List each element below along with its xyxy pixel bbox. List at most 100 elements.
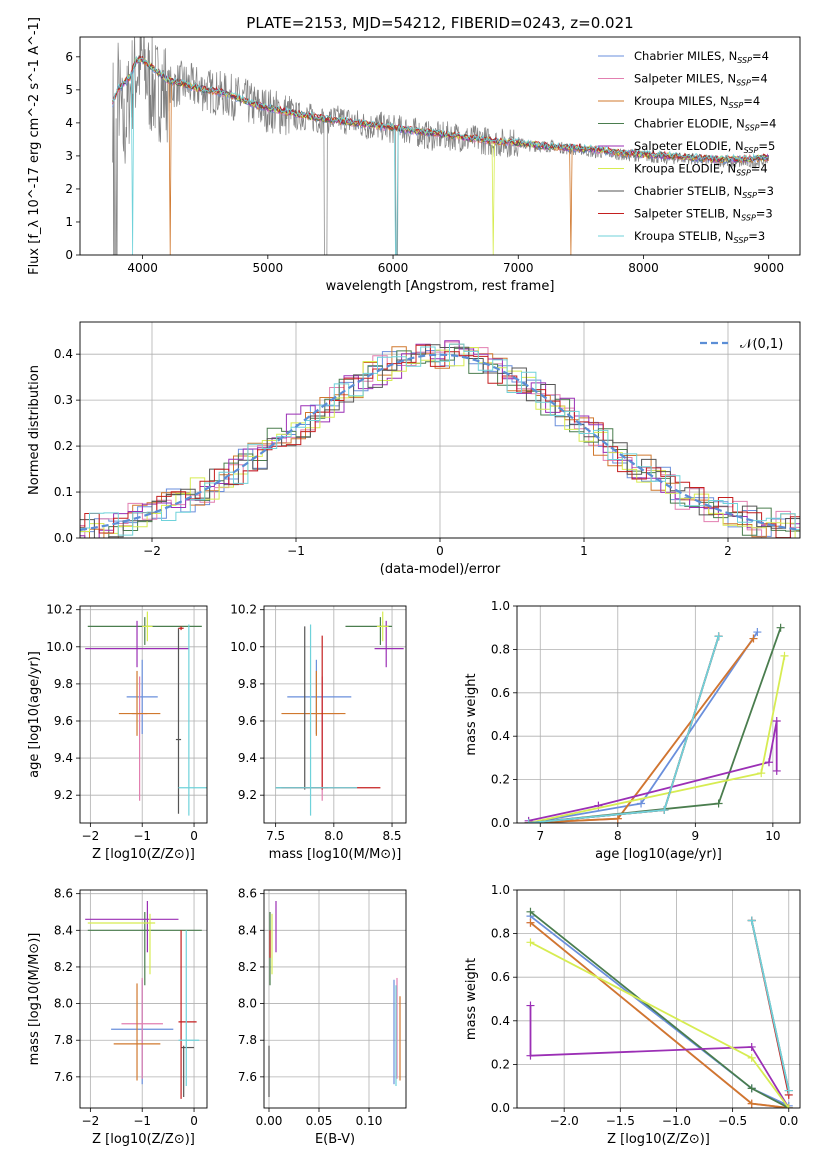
mass-weight-point: [637, 799, 646, 808]
y-tick-label: 4: [65, 116, 73, 130]
x-tick-label: 9000: [753, 261, 784, 275]
y-tick-label: 0: [65, 248, 73, 262]
legend-entry: Salpeter MILES, NSSP=4: [634, 72, 768, 88]
y-tick-label: 7.6: [238, 1070, 257, 1084]
y-tick-label: 8.0: [238, 997, 257, 1011]
axes-frame: [79, 321, 801, 539]
mass-weight-point: [714, 632, 723, 641]
y-tick-label: 8.4: [238, 923, 257, 937]
x-tick-label: 2: [724, 544, 732, 558]
legend-entry: Chabrier MILES, NSSP=4: [634, 49, 769, 65]
mass-weight-line: [529, 915, 790, 1107]
x-tick-label: 1: [580, 544, 588, 558]
x-axis-label: Z [log10(Z/Z⊙)]: [92, 1132, 195, 1147]
mass-weight-point: [526, 1001, 535, 1010]
residual-histogram-step: [80, 343, 800, 536]
residual-histogram-step: [80, 340, 800, 538]
mass-weight-point: [714, 799, 723, 808]
mass_vs_ebv-marks: [268, 900, 401, 1098]
x-tick-label: −2: [82, 1114, 100, 1128]
y-tick-label: 9.2: [238, 788, 257, 802]
axes-frame: [263, 889, 407, 1109]
residuals-marks: [80, 340, 800, 538]
x-tick-label: −2: [143, 544, 161, 558]
mass-weight-point: [784, 1086, 793, 1095]
y-tick-label: 10.2: [46, 603, 73, 617]
y-tick-label: 0.2: [54, 439, 73, 453]
y-tick-label: 0.0: [54, 531, 73, 545]
x-tick-label: 0.05: [306, 1114, 333, 1128]
y-tick-label: 0.4: [54, 347, 73, 361]
mass-weight-point: [749, 634, 758, 643]
y-tick-label: 9.6: [54, 714, 73, 728]
legend-entry: Kroupa STELIB, NSSP=3: [634, 229, 765, 245]
residual-histogram-step: [80, 347, 800, 538]
x-axis-label: age [log10(age/yr)]: [595, 847, 722, 862]
y-tick-label: 1.0: [491, 599, 510, 613]
x-tick-label: −1: [133, 1114, 151, 1128]
y-tick-label: 8.6: [238, 887, 257, 901]
mass-weight-line: [530, 941, 790, 1108]
y-tick-label: 1.0: [491, 883, 510, 897]
mass-weight-line: [528, 636, 720, 823]
y-tick-label: 9.2: [54, 788, 73, 802]
x-tick-label: 0: [190, 1114, 198, 1128]
y-tick-label: 0.2: [491, 773, 510, 787]
mass-weight-point: [526, 938, 535, 947]
x-tick-label: 0.10: [356, 1114, 383, 1128]
x-axis-label: Z [log10(Z/Z⊙)]: [92, 847, 195, 862]
y-tick-label: 0.8: [491, 927, 510, 941]
y-tick-label: 10.0: [46, 640, 73, 654]
y-tick-label: 8.6: [54, 887, 73, 901]
mass-weight-point: [776, 623, 785, 632]
x-tick-label: −2.0: [550, 1114, 579, 1128]
mass-weight-point: [753, 628, 762, 637]
y-tick-label: 0.2: [491, 1057, 510, 1071]
age_vs_Z-marks: [85, 611, 207, 816]
y-tick-label: 0.0: [491, 1101, 510, 1115]
x-tick-label: 10: [765, 829, 780, 843]
x-tick-label: −1: [287, 544, 305, 558]
legend-entry: Salpeter STELIB, NSSP=3: [634, 207, 773, 223]
mass-weight-point: [780, 651, 789, 660]
y-axis-label: Flux [f_λ 10^-17 erg cm^-2 s^-1 A^-1]: [27, 17, 42, 275]
axes-frame: [263, 605, 407, 824]
mass-weight-point: [764, 758, 773, 767]
legend-entry: Kroupa MILES, NSSP=4: [634, 94, 760, 110]
mass-weight-point: [660, 805, 669, 814]
model-spectrum-line: [112, 55, 769, 255]
mass-weight-point: [772, 717, 781, 726]
y-tick-label: 0.6: [491, 970, 510, 984]
y-tick-label: 7.6: [54, 1070, 73, 1084]
y-tick-label: 1: [65, 215, 73, 229]
x-tick-label: 7.5: [266, 829, 285, 843]
y-tick-label: 0.6: [491, 686, 510, 700]
y-tick-label: 9.6: [238, 714, 257, 728]
y-tick-label: 0.0: [491, 816, 510, 830]
mass-weight-point: [613, 814, 622, 823]
x-axis-label: E(B-V): [315, 1132, 355, 1147]
y-tick-label: 6: [65, 50, 73, 64]
mass-weight-point: [784, 1104, 793, 1108]
x-tick-label: 8: [614, 829, 622, 843]
mass_weight_vs_age-marks: [524, 623, 789, 823]
y-tick-label: 9.4: [54, 751, 73, 765]
x-axis-label: mass [log10(M/M⊙)]: [269, 847, 402, 862]
y-tick-label: 2: [65, 182, 73, 196]
x-tick-label: 0.0: [779, 1114, 798, 1128]
y-tick-label: 0.4: [491, 1014, 510, 1028]
x-tick-label: 7000: [503, 261, 534, 275]
y-tick-label: 8.4: [54, 923, 73, 937]
y-tick-label: 9.8: [238, 677, 257, 691]
mass-weight-point: [772, 766, 781, 775]
legend-entry: Kroupa ELODIE, NSSP=4: [634, 162, 768, 178]
mass-weight-point: [747, 1084, 756, 1093]
axes-frame: [79, 889, 208, 1109]
y-tick-label: 5: [65, 83, 73, 97]
y-tick-label: 7.8: [54, 1033, 73, 1047]
x-tick-label: 8.5: [382, 829, 401, 843]
y-tick-label: 0.3: [54, 393, 73, 407]
x-tick-label: −2: [82, 829, 100, 843]
y-axis-label: mass [log10(M/M⊙)]: [27, 933, 42, 1066]
y-tick-label: 3: [65, 149, 73, 163]
